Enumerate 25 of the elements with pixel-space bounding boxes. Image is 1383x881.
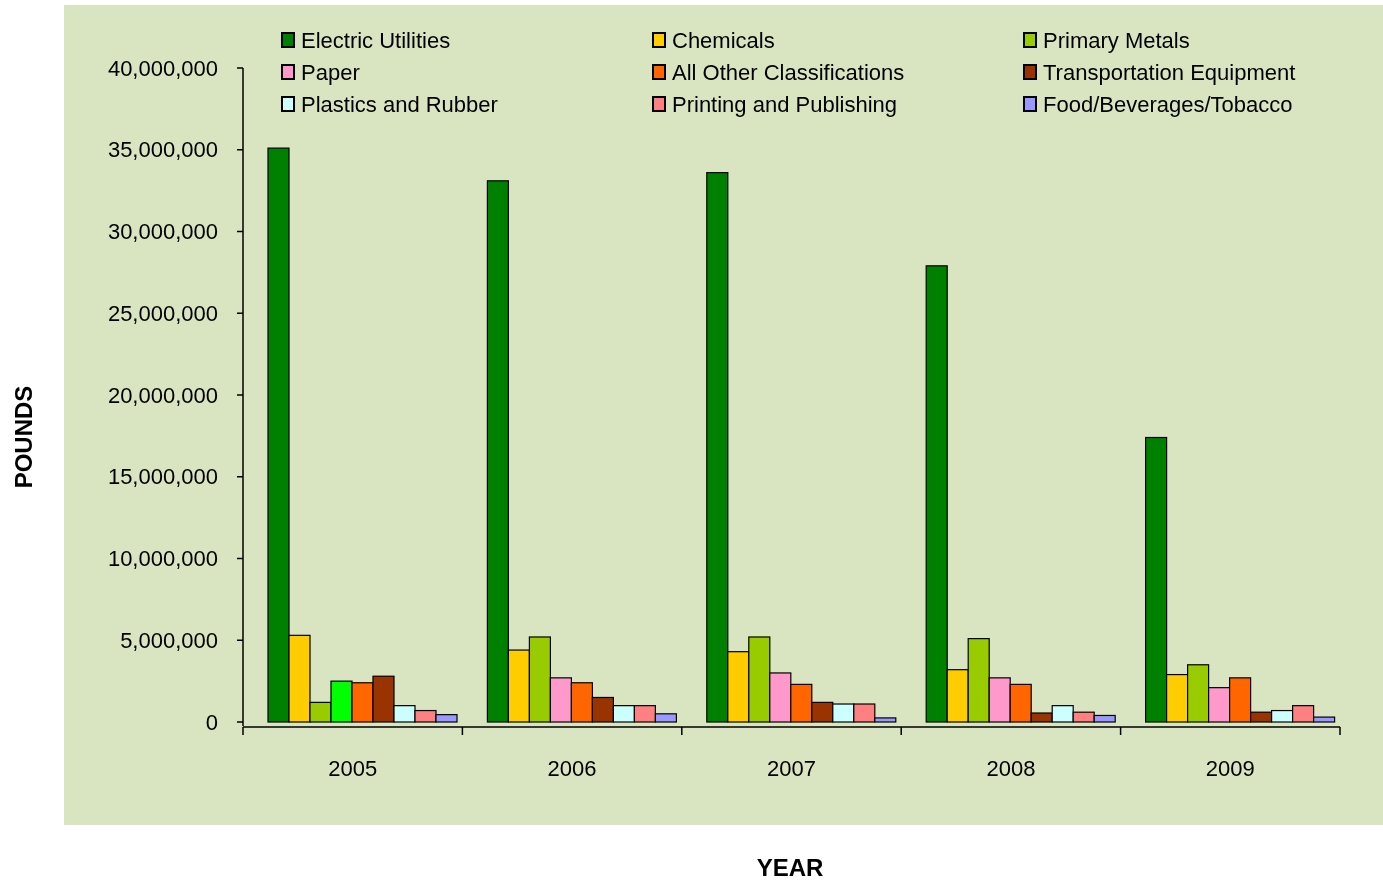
- x-tick-label: 2009: [1205, 755, 1255, 781]
- x-axis-title: YEAR: [756, 854, 824, 881]
- y-tick-label: 30,000,000: [107, 219, 218, 245]
- y-tick-label: 10,000,000: [107, 546, 218, 572]
- y-tick-label: 20,000,000: [107, 382, 218, 408]
- y-tick-label: 5,000,000: [120, 627, 218, 653]
- x-tick-label: 2005: [328, 755, 378, 781]
- legend-label: Printing and Publishing: [672, 91, 898, 117]
- y-tick-label: 0: [205, 709, 218, 735]
- legend-label: Paper: [301, 59, 360, 85]
- x-tick-label: 2006: [547, 755, 597, 781]
- legend-label: Chemicals: [672, 27, 775, 53]
- y-tick-label: 25,000,000: [107, 300, 218, 326]
- legend-label: Plastics and Rubber: [301, 91, 498, 117]
- y-axis-title: POUNDS: [10, 385, 37, 489]
- x-tick-label: 2008: [986, 755, 1036, 781]
- legend-label: Primary Metals: [1043, 27, 1190, 53]
- x-tick-label: 2007: [767, 755, 816, 781]
- legend-label: All Other Classifications: [672, 59, 905, 85]
- y-tick-label: 15,000,000: [107, 464, 218, 490]
- y-tick-label: 40,000,000: [107, 55, 218, 81]
- legend-label: Electric Utilities: [301, 27, 451, 53]
- legend-label: Transportation Equipment: [1043, 59, 1296, 85]
- y-tick-label: 35,000,000: [107, 137, 218, 163]
- legend-label: Food/Beverages/Tobacco: [1043, 91, 1293, 117]
